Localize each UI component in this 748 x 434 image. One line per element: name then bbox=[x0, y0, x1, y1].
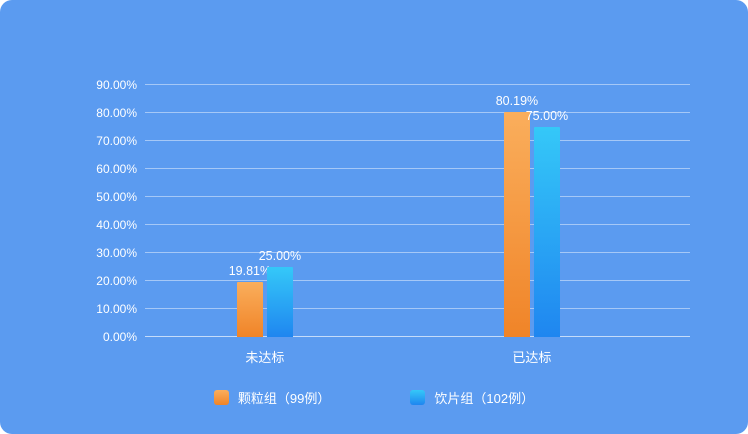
y-tick-label: 10.00% bbox=[96, 302, 137, 317]
grid-line bbox=[145, 196, 690, 197]
bar-value-label: 75.00% bbox=[525, 109, 569, 123]
bar-value-label: 19.81% bbox=[228, 263, 272, 278]
bar-wrap: 80.19% bbox=[496, 94, 538, 337]
y-tick-label: 50.00% bbox=[96, 190, 137, 204]
category-label: 已达标 bbox=[512, 350, 552, 365]
bar-value-label: 80.19% bbox=[495, 94, 539, 109]
grid-line bbox=[145, 280, 690, 281]
legend-item-decoction-group[interactable]: 饮片组（102例） bbox=[410, 388, 534, 407]
bar-wrap: 25.00% bbox=[259, 249, 301, 337]
legend-item-granule-group[interactable]: 颗粒组（99例） bbox=[213, 388, 331, 407]
legend-label-decoction-group: 饮片组（102例） bbox=[434, 391, 535, 406]
bar-granule bbox=[503, 112, 530, 337]
y-tick-label: 0.00% bbox=[102, 330, 137, 344]
legend-swatch-granule-group bbox=[213, 390, 229, 405]
y-tick-label: 80.00% bbox=[96, 106, 137, 121]
grid-line bbox=[145, 224, 690, 225]
legend-label-granule-group: 颗粒组（99例） bbox=[237, 391, 331, 406]
bar-group: 80.19% 75.00% bbox=[496, 94, 568, 337]
bar-chart-plot-area: 0.00% 10.00% 20.00% 30.00% 40.00% 50.00% 60.00… bbox=[96, 78, 690, 365]
grid-line bbox=[145, 336, 690, 337]
grid-line bbox=[145, 252, 690, 253]
grid-line bbox=[145, 168, 690, 169]
bar-wrap: 75.00% bbox=[526, 109, 568, 337]
legend-swatch-decoction-group bbox=[410, 390, 426, 405]
y-tick-label: 90.00% bbox=[96, 78, 137, 92]
bar-group: 19.81% 25.00% bbox=[229, 249, 301, 337]
y-tick-label: 60.00% bbox=[96, 162, 137, 177]
y-tick-label: 30.00% bbox=[96, 246, 137, 261]
y-tick-label: 20.00% bbox=[96, 274, 137, 289]
bar-decoction bbox=[533, 127, 560, 337]
grid-line bbox=[145, 84, 690, 85]
grid-line bbox=[145, 308, 690, 309]
bar-decoction bbox=[266, 267, 293, 337]
bar-wrap: 19.81% bbox=[229, 264, 271, 337]
y-tick-label: 70.00% bbox=[96, 134, 137, 148]
bar-value-label: 25.00% bbox=[258, 249, 302, 263]
category-label: 未达标 bbox=[245, 350, 285, 365]
bar-granule bbox=[236, 281, 263, 337]
legend: 颗粒组（99例） 饮片组（102例） bbox=[0, 388, 748, 407]
grid-line bbox=[145, 140, 690, 141]
y-tick-label: 40.00% bbox=[96, 218, 137, 233]
grid-line bbox=[145, 112, 690, 113]
